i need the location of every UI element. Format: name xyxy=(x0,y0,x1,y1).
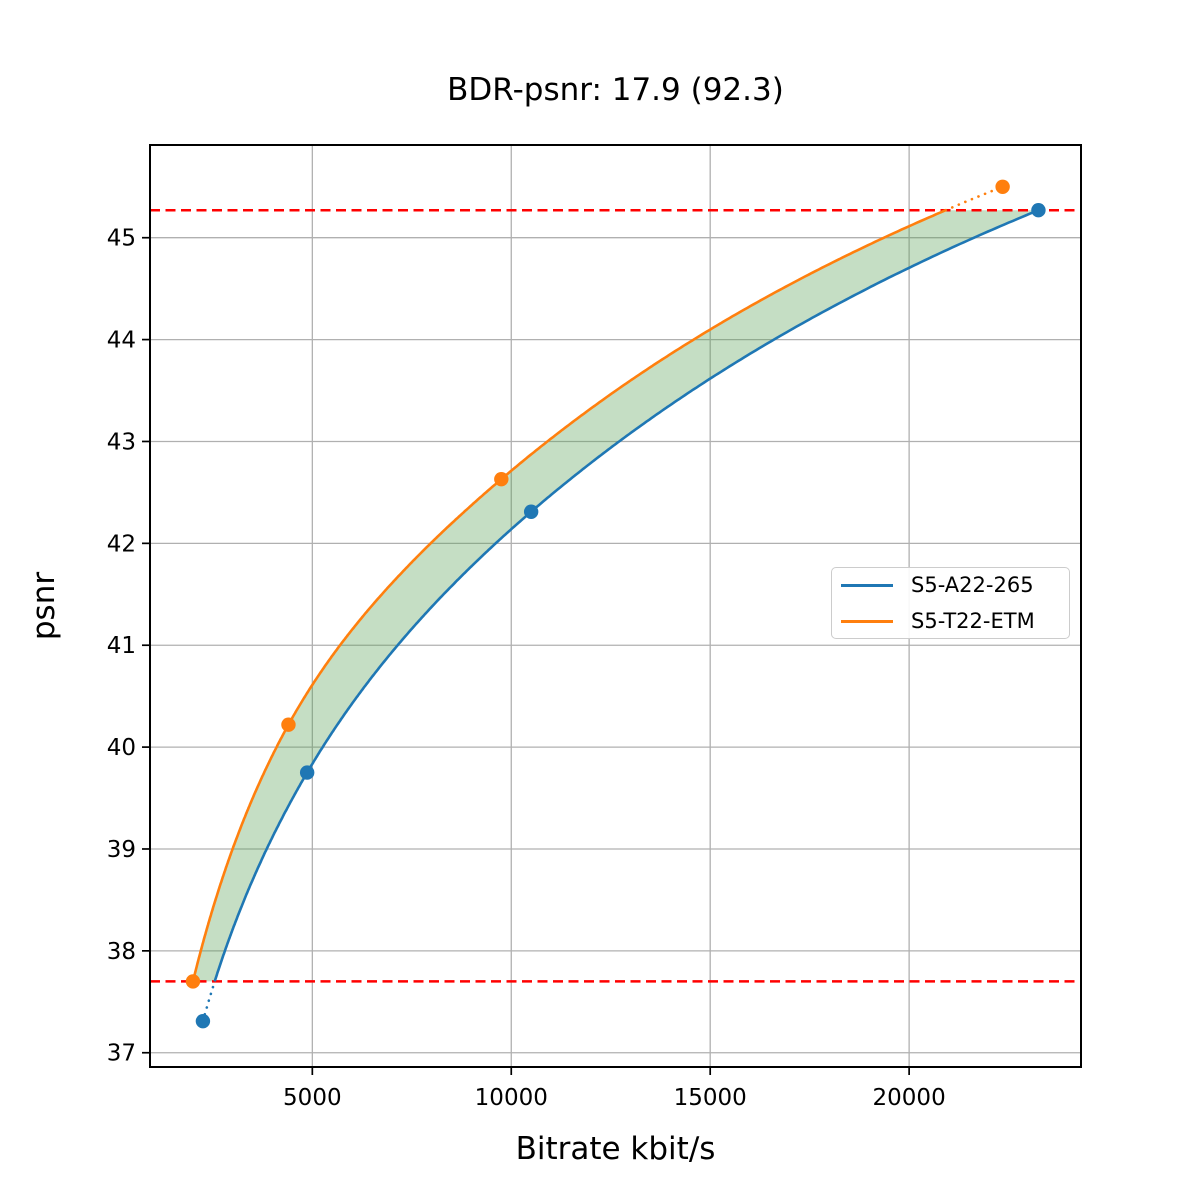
y-tick-label-39: 39 xyxy=(107,837,136,863)
chart-title: BDR-psnr: 17.9 (92.3) xyxy=(447,72,784,108)
y-tick-label-42: 42 xyxy=(107,531,136,557)
y-tick-label-38: 38 xyxy=(107,939,136,965)
axis-ticks: 5000 10000 15000 20000 37 38 39 40 41 42 43 44 45 xyxy=(107,226,946,1111)
legend-label: S5-A22-265 xyxy=(911,573,1034,597)
marker-S5-A22-265-4870 xyxy=(299,765,315,780)
y-tick-label-43: 43 xyxy=(107,429,136,455)
grid xyxy=(150,145,1081,1067)
legend-line-sample-blue xyxy=(841,583,893,587)
marker-S5-T22-ETM-4400 xyxy=(281,717,296,732)
marker-S5-T22-ETM-2000 xyxy=(185,974,201,989)
series-S5-T22-ETM-dotted xyxy=(944,185,1004,212)
x-tick-label-15000: 15000 xyxy=(674,1085,747,1111)
plot-frame xyxy=(149,144,1082,1068)
legend-line-sample-orange xyxy=(841,619,893,623)
legend-label: S5-T22-ETM xyxy=(911,609,1035,633)
x-tick-label-20000: 20000 xyxy=(873,1085,946,1111)
marker-S5-A22-265-10500 xyxy=(523,504,539,519)
x-tick-label-10000: 10000 xyxy=(475,1085,548,1111)
y-tick-label-37: 37 xyxy=(107,1041,136,1067)
series-S5-T22-ETM-line xyxy=(191,208,947,982)
marker-S5-T22-ETM-9750 xyxy=(494,471,509,487)
marker-S5-T22-ETM-22350 xyxy=(995,179,1010,194)
y-tick-label-45: 45 xyxy=(107,226,136,252)
y-tick-label-44: 44 xyxy=(107,328,136,354)
series-S5-A22-265-line xyxy=(213,209,1039,982)
legend-item-s5-a22-265: S5-A22-265 xyxy=(832,572,1069,598)
marker-S5-A22-265-23250 xyxy=(1031,203,1046,218)
legend: S5-A22-265 S5-T22-ETM xyxy=(831,567,1070,639)
y-tick-label-41: 41 xyxy=(107,633,136,659)
marker-S5-A22-265-2250 xyxy=(195,1013,211,1029)
legend-item-s5-t22-etm: S5-T22-ETM xyxy=(832,608,1069,634)
x-tick-label-5000: 5000 xyxy=(283,1085,342,1111)
y-axis-label: psnr xyxy=(26,571,62,641)
x-axis-label: Bitrate kbit/s xyxy=(515,1131,716,1167)
y-tick-label-40: 40 xyxy=(107,735,136,761)
